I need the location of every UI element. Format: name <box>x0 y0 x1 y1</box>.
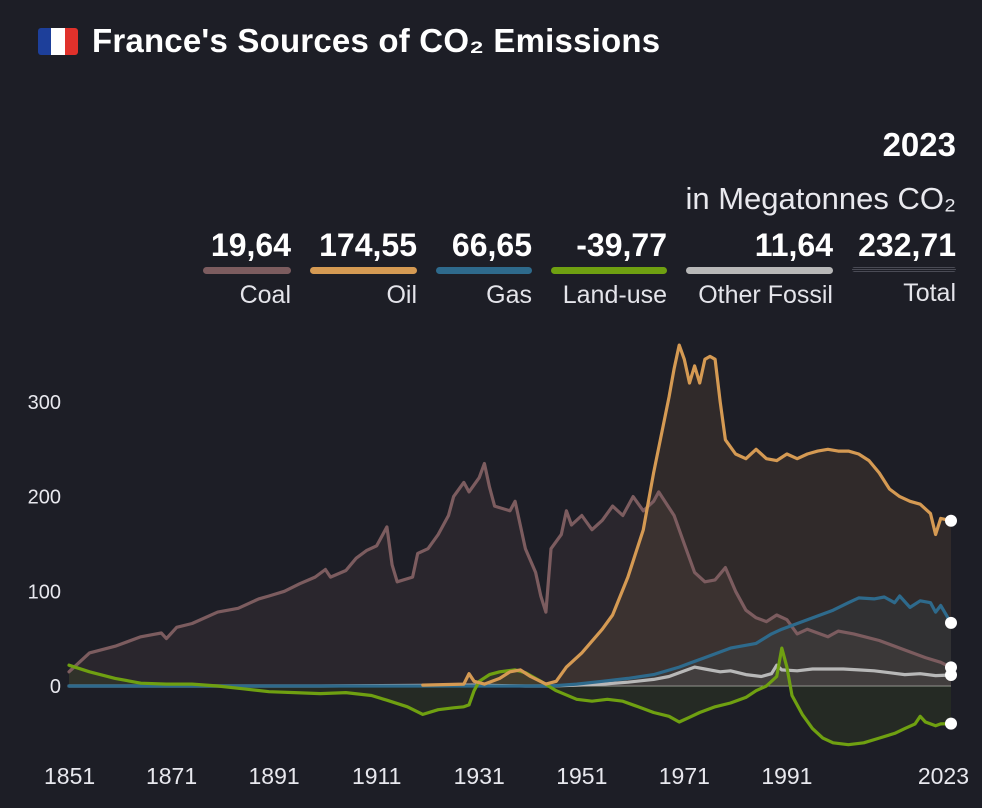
legend-label: Total <box>903 279 956 307</box>
y-tick-label: 300 <box>28 392 61 414</box>
y-tick-label: 200 <box>28 487 61 509</box>
x-tick-label: 1871 <box>146 763 197 789</box>
legend-item-gas[interactable]: 66,65 Gas <box>436 226 532 310</box>
legend-value: 174,55 <box>319 227 417 263</box>
legend-swatch <box>310 267 417 274</box>
series-area-oil <box>422 345 951 686</box>
end-point-gas <box>945 616 957 629</box>
y-tick-label: 100 <box>28 581 61 603</box>
series-area-coal <box>69 463 951 686</box>
series-area-land-use <box>69 648 951 745</box>
legend-swatch <box>852 267 956 272</box>
legend-value: 11,64 <box>754 227 833 263</box>
legend-value: -39,77 <box>576 227 667 263</box>
legend-swatch <box>203 267 291 274</box>
legend-item-coal[interactable]: 19,64 Coal <box>203 226 291 310</box>
chart-title: France's Sources of CO₂ Emissions <box>38 22 660 60</box>
legend-swatch <box>686 267 833 274</box>
x-tick-label: 1991 <box>761 763 812 789</box>
x-tick-label: 2023 <box>918 763 969 789</box>
x-tick-label: 1931 <box>454 763 505 789</box>
legend-value: 232,71 <box>858 227 956 263</box>
summary-unit: in Megatonnes CO₂ <box>685 181 956 216</box>
series-line-coal <box>67 461 953 674</box>
x-tick-label: 1911 <box>352 763 401 789</box>
legend-item-land-use[interactable]: -39,77 Land-use <box>551 226 667 310</box>
end-point-oil <box>945 514 957 527</box>
x-tick-label: 1971 <box>659 763 710 789</box>
legend-swatch <box>436 267 532 274</box>
x-tick-label: 1951 <box>556 763 607 789</box>
series-line-oil <box>421 343 953 687</box>
y-tick-label: 0 <box>50 676 61 698</box>
series-line-land-use <box>67 646 953 747</box>
legend-label: Land-use <box>562 281 667 309</box>
chart-title-text: France's Sources of CO₂ Emissions <box>92 22 661 59</box>
legend-label: Gas <box>486 281 532 309</box>
legend-item-total[interactable]: 232,71 Total <box>852 226 956 308</box>
x-tick-label: 1851 <box>44 763 95 789</box>
end-point-land-use <box>945 717 957 730</box>
summary-year: 2023 <box>882 126 956 163</box>
legend-value: 19,64 <box>210 227 291 263</box>
end-point-other-fossil <box>945 668 957 681</box>
legend-item-other-fossil[interactable]: 11,64 Other Fossil <box>686 226 833 310</box>
series-area-other-fossil <box>69 665 951 686</box>
flag-stripe-white <box>51 27 65 55</box>
legend: 19,64 Coal 174,55 Oil 66,65 Gas -39,77 L… <box>0 226 982 316</box>
legend-label: Coal <box>239 281 291 309</box>
legend-label: Oil <box>386 281 417 309</box>
flag-stripe-red <box>64 27 78 55</box>
x-tick-label: 1891 <box>249 763 300 789</box>
series-line-gas <box>67 594 953 688</box>
flag-stripe-blue <box>38 27 52 55</box>
series-area-gas <box>69 596 951 686</box>
france-flag-icon <box>38 27 78 55</box>
legend-label: Other Fossil <box>698 281 833 309</box>
legend-swatch <box>551 267 667 274</box>
legend-value: 66,65 <box>451 227 532 263</box>
legend-item-oil[interactable]: 174,55 Oil <box>310 226 417 310</box>
